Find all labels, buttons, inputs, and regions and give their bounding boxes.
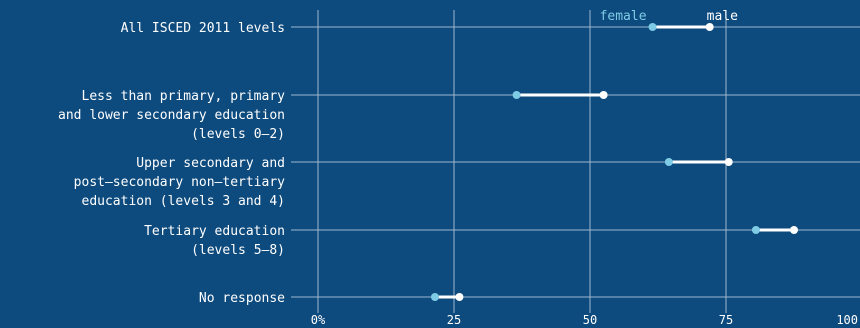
legend-male-label: male: [707, 9, 738, 24]
female-point: [512, 91, 521, 99]
x-tick-label: 0%: [311, 313, 326, 327]
female-point: [430, 293, 439, 301]
male-point: [790, 226, 798, 234]
x-tick-label: 100: [836, 313, 858, 327]
female-point: [664, 158, 673, 166]
female-point: [648, 23, 657, 31]
category-label: Upper secondary and: [136, 156, 285, 171]
male-point: [724, 158, 733, 166]
male-point: [705, 23, 714, 31]
mark-layer: [430, 23, 798, 301]
category-label: (levels 5–8): [191, 243, 285, 258]
male-point: [599, 91, 608, 99]
female-point: [751, 226, 760, 234]
grid-layer: [291, 10, 860, 313]
category-label: Tertiary education: [144, 224, 285, 239]
category-label: and lower secondary education: [58, 108, 285, 123]
legend-female-label: female: [600, 9, 647, 24]
category-label: Less than primary, primary: [82, 89, 286, 104]
x-tick-label: 50: [583, 313, 597, 327]
x-tick-label: 25: [447, 313, 461, 327]
category-label: (levels 0–2): [191, 127, 285, 142]
x-tick-label: 75: [719, 313, 733, 327]
category-label: All ISCED 2011 levels: [121, 21, 285, 36]
axis-layer: 0% 25 50 75 100: [311, 313, 858, 327]
category-label: No response: [199, 291, 285, 306]
category-label: post–secondary non–tertiary: [74, 175, 285, 190]
category-label: education (levels 3 and 4): [82, 194, 286, 209]
legend-layer: female male: [600, 9, 739, 24]
male-point: [455, 293, 464, 301]
category-label-layer: All ISCED 2011 levels Less than primary, …: [58, 21, 285, 306]
